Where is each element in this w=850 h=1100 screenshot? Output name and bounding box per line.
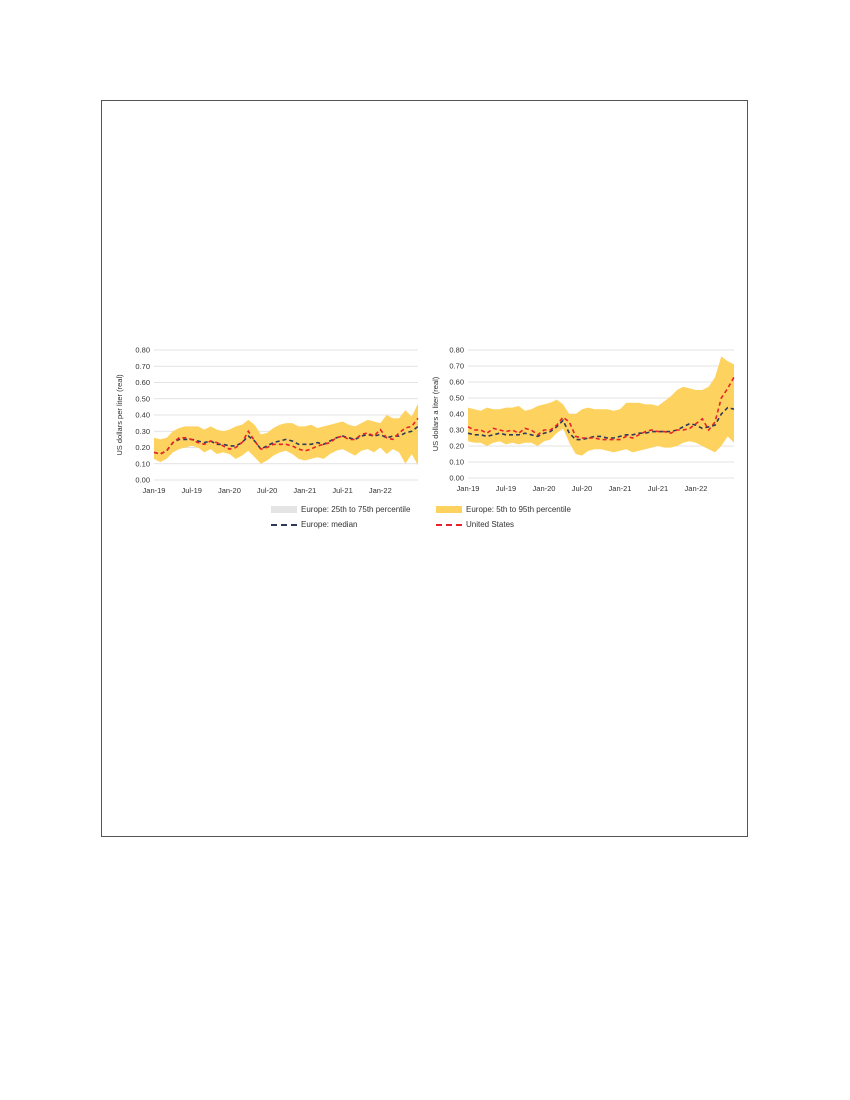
chart-left: 0.00 0.10 0.20 0.30 0.40 0.50 0.60 0.70 0.80 Jan-… xyxy=(115,346,419,495)
legend-item-us: United States xyxy=(436,520,514,529)
chart-left-y-tick-label: 0.50 xyxy=(135,394,150,403)
chart-right-x-tick-label: Jul-19 xyxy=(496,484,516,493)
figure-frame xyxy=(101,100,748,837)
chart-left-x-tick-label: Jan-21 xyxy=(293,486,316,495)
chart-right-band-europe-25th-to-75th-percentile xyxy=(468,402,734,445)
chart-left-x-tick-label: Jan-22 xyxy=(369,486,392,495)
chart-left-y-tick-label: 0.70 xyxy=(135,362,150,371)
chart-right-line-europe-median xyxy=(467,406,735,441)
chart-left-y-tick-label: 0.40 xyxy=(135,411,150,420)
legend: Europe: 25th to 75th percentile Europe: … xyxy=(271,505,611,533)
chart-right: 0.00 0.10 0.20 0.30 0.40 0.50 0.60 0.70 0.80 Jan-… xyxy=(431,346,735,493)
chart-left-x-tick-label: Jul-20 xyxy=(257,486,277,495)
chart-right-y-tick-label: 0.30 xyxy=(449,426,464,435)
legend-label-us: United States xyxy=(466,520,515,529)
chart-right-line-united-states xyxy=(467,376,735,441)
chart-right-y-tick-label: 0.10 xyxy=(449,458,464,467)
chart-right-y-axis-label: US dollars a liter (real) xyxy=(431,376,440,451)
chart-right-x-tick-label: Jan-22 xyxy=(685,484,708,493)
chart-right-x-tick-label: Jul-20 xyxy=(572,484,592,493)
chart-right-y-tick-label: 0.00 xyxy=(449,474,464,483)
chart-left-x-tick-label: Jan-20 xyxy=(218,486,241,495)
legend-swatch-5-95 xyxy=(436,506,462,513)
chart-left-y-axis-label: US dollars per liter (real) xyxy=(115,374,124,456)
legend-label-25-75: Europe: 25th to 75th percentile xyxy=(301,505,411,514)
chart-right-y-tick-label: 0.20 xyxy=(449,442,464,451)
chart-left-y-tick-label: 0.00 xyxy=(135,476,150,485)
chart-left-band-europe-5th-to-95th-percentile xyxy=(154,403,418,466)
chart-right-x-tick-label: Jul-21 xyxy=(648,484,668,493)
chart-left-y-tick-label: 0.80 xyxy=(135,346,150,355)
legend-swatch-25-75 xyxy=(271,506,297,513)
chart-left-y-tick-label: 0.60 xyxy=(135,378,150,387)
chart-right-y-tick-label: 0.80 xyxy=(449,346,464,355)
chart-right-x-tick-label: Jan-20 xyxy=(533,484,556,493)
legend-item-25-75: Europe: 25th to 75th percentile xyxy=(271,505,410,514)
legend-item-5-95: Europe: 5th to 95th percentile xyxy=(436,505,571,514)
chart-right-y-tick-label: 0.70 xyxy=(449,362,464,371)
chart-right-x-tick-label: Jan-21 xyxy=(609,484,632,493)
chart-left-x-tick-label: Jan-19 xyxy=(143,486,166,495)
chart-left-y-tick-label: 0.10 xyxy=(135,459,150,468)
chart-left-y-tick-label: 0.30 xyxy=(135,427,150,436)
chart-left-y-tick-label: 0.20 xyxy=(135,443,150,452)
chart-right-y-tick-label: 0.60 xyxy=(449,378,464,387)
chart-right-x-tick-label: Jan-19 xyxy=(457,484,480,493)
legend-dash-median xyxy=(271,523,297,526)
legend-item-median: Europe: median xyxy=(271,520,357,529)
legend-label-median: Europe: median xyxy=(301,520,358,529)
chart-left-x-tick-label: Jul-19 xyxy=(181,486,201,495)
chart-left-line-europe-median xyxy=(153,425,419,455)
legend-dash-us xyxy=(436,523,462,526)
chart-right-y-tick-label: 0.50 xyxy=(449,394,464,403)
legend-label-5-95: Europe: 5th to 95th percentile xyxy=(466,505,571,514)
chart-left-x-tick-label: Jul-21 xyxy=(332,486,352,495)
chart-left-line-united-states xyxy=(153,417,419,455)
chart-right-y-tick-label: 0.40 xyxy=(449,410,464,419)
